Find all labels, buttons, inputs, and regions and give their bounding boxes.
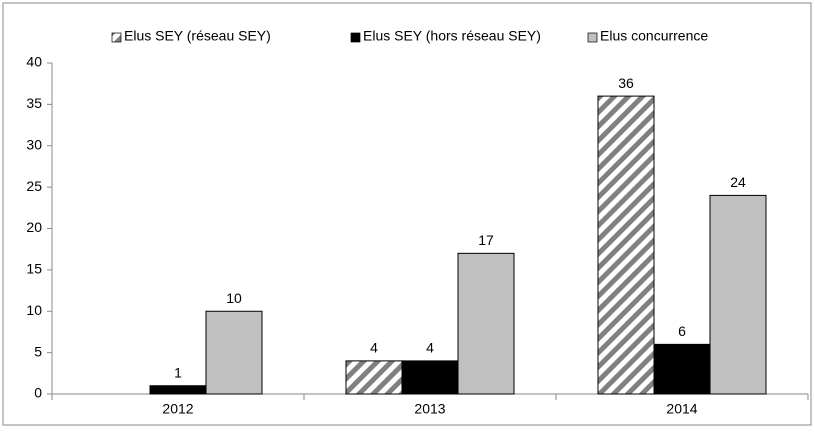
value-label: 4 (426, 340, 434, 356)
bar (709, 194, 767, 395)
bar (597, 95, 655, 395)
bar (653, 343, 711, 395)
value-label: 6 (678, 323, 686, 339)
legend-swatch (111, 32, 122, 43)
y-tick-label: 15 (26, 261, 42, 277)
bar (401, 360, 459, 395)
y-tick-label: 30 (26, 136, 42, 152)
y-tick-label: 0 (34, 385, 42, 401)
bar (457, 252, 515, 395)
x-tick-label: 2014 (666, 401, 697, 417)
bar (345, 360, 403, 395)
y-tick-label: 10 (26, 302, 42, 318)
legend-label: Elus SEY (réseau SEY) (124, 28, 271, 44)
value-label: 17 (478, 232, 494, 248)
y-tick-label: 20 (26, 219, 42, 235)
value-label: 1 (174, 364, 182, 380)
value-label: 4 (370, 340, 378, 356)
value-label: 36 (618, 75, 634, 91)
y-tick-label: 35 (26, 95, 42, 111)
legend-swatch (350, 32, 361, 43)
legend-label: Elus SEY (hors réseau SEY) (363, 28, 541, 44)
y-tick-label: 25 (26, 178, 42, 194)
x-tick-label: 2012 (162, 401, 193, 417)
bar (205, 310, 263, 395)
x-tick-label: 2013 (414, 401, 445, 417)
y-tick-label: 40 (26, 54, 42, 70)
legend-swatch (587, 32, 598, 43)
value-label: 10 (226, 290, 242, 306)
bar (149, 385, 207, 395)
y-tick-label: 5 (34, 343, 42, 359)
legend-label: Elus concurrence (600, 28, 708, 44)
value-label: 24 (730, 174, 746, 190)
